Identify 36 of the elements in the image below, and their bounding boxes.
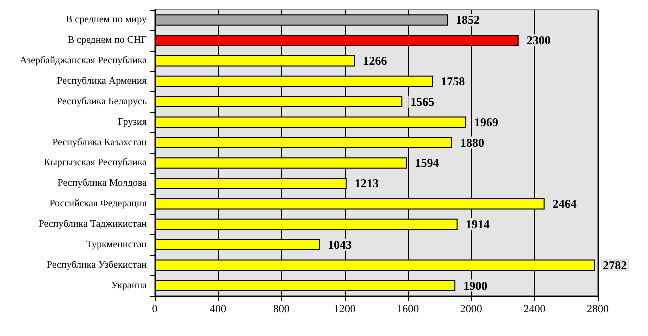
data-label: 2300	[526, 34, 551, 48]
data-label: 1565	[410, 94, 435, 109]
data-label: 2464	[552, 197, 577, 212]
y-tick-label: Украина	[111, 280, 148, 292]
y-tick-label: Азербайджанская Республика	[20, 56, 148, 67]
y-tick-label: Грузия	[118, 116, 148, 128]
data-label: 1758	[441, 74, 466, 88]
x-tick-label: 800	[273, 304, 290, 316]
data-label: 1969	[474, 115, 499, 130]
data-label: 1594	[415, 156, 440, 170]
data-label: 1266	[363, 54, 388, 68]
data-label: 1852	[456, 13, 480, 28]
data-label: 1914	[466, 218, 490, 232]
y-tick-label: Республика Таджикистан	[38, 219, 148, 230]
y-tick-label: Республика Узбекистан	[46, 260, 148, 271]
data-label: 1900	[464, 278, 488, 293]
x-tick-label: 2800	[587, 304, 610, 316]
y-tick-label: Туркменистан	[86, 239, 148, 250]
x-tick-label: 1600	[397, 304, 420, 316]
y-tick-label: Республика Армения	[57, 76, 148, 87]
data-label: 1043	[328, 238, 352, 252]
y-tick-label: В среднем по миру	[66, 14, 147, 26]
x-tick-label: 2400	[524, 304, 546, 316]
data-label: 2782	[603, 258, 628, 272]
x-tick-label: 2000	[460, 304, 483, 316]
x-tick-label: 400	[210, 304, 228, 316]
y-tick-label: Республика Молдова	[58, 178, 148, 190]
y-tick-label: Республика Беларусь	[56, 96, 148, 108]
data-label: 1880	[460, 136, 484, 150]
y-tick-label: В среднем по СНГ	[68, 35, 148, 46]
x-tick-label: 0	[152, 304, 158, 316]
y-tick-label: Кыргызская Республика	[44, 158, 148, 169]
y-tick-label: Республика Казахстан	[52, 137, 148, 148]
data-label: 1213	[354, 176, 379, 191]
y-tick-label: Российская Федерация	[50, 198, 148, 210]
x-tick-label: 1200	[334, 304, 356, 316]
